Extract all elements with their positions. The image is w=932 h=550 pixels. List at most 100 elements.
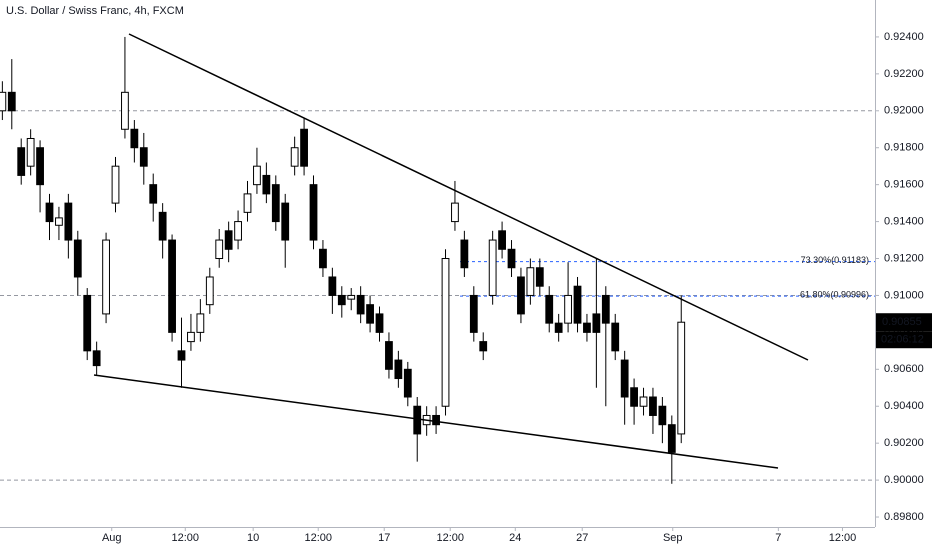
candle-body xyxy=(149,184,158,204)
candle-body xyxy=(45,202,54,223)
last-price-box xyxy=(876,313,932,332)
x-tick-label: 10 xyxy=(247,532,259,544)
candle-body xyxy=(667,424,676,453)
candle-body xyxy=(271,184,280,223)
candle-body xyxy=(7,91,16,112)
candle-body xyxy=(611,322,620,352)
candle-body xyxy=(554,322,563,333)
candle-body xyxy=(290,147,299,167)
candle-body xyxy=(394,359,403,380)
last-price-label: 0.90855 xyxy=(882,316,922,328)
candle-body xyxy=(498,230,506,250)
candle-body xyxy=(130,128,139,149)
candle-body xyxy=(168,239,176,333)
y-tick-label: 0.92400 xyxy=(884,31,924,43)
candle-body xyxy=(469,294,478,333)
y-tick-label: 0.90000 xyxy=(884,474,924,486)
price-lines: 73.30%(0.91183) 61.80%(0.90996) xyxy=(0,110,875,481)
candle-body xyxy=(187,331,195,343)
countdown-label: 02:06:12 xyxy=(881,334,924,346)
candle-body xyxy=(507,248,516,269)
candle-body xyxy=(347,294,356,300)
candle-body xyxy=(262,174,271,195)
candle-body xyxy=(281,202,290,241)
x-tick-label: 7 xyxy=(775,532,781,544)
candle-body xyxy=(73,239,82,278)
x-tick-label: 24 xyxy=(509,532,521,544)
candle-body xyxy=(121,91,129,130)
candle-body xyxy=(309,184,318,241)
candle-body xyxy=(83,294,92,352)
x-tick-label: 12:00 xyxy=(829,532,857,544)
x-tick-label: 27 xyxy=(576,532,588,544)
candle-body xyxy=(36,147,44,186)
candle-body xyxy=(366,304,374,324)
y-tick-label: 0.91200 xyxy=(884,252,924,264)
candle-body xyxy=(26,137,35,167)
candle-body xyxy=(215,239,224,260)
lower-trendline xyxy=(93,374,779,469)
candle-body xyxy=(620,359,629,398)
candle-body xyxy=(601,294,610,324)
candle-body xyxy=(385,341,393,370)
candle-body xyxy=(460,239,469,269)
candle-body xyxy=(139,147,148,167)
candle-body xyxy=(535,267,544,287)
candle-body xyxy=(564,294,572,324)
candle-body xyxy=(545,294,554,324)
y-tick-label: 0.90400 xyxy=(884,400,924,412)
candle-body xyxy=(517,276,525,315)
candle-body xyxy=(102,239,110,315)
candle-body xyxy=(300,128,308,167)
candle-body xyxy=(0,91,7,112)
candle-body xyxy=(375,313,384,333)
y-tick-label: 0.90200 xyxy=(884,437,924,449)
candle-body xyxy=(592,313,601,333)
candle-body xyxy=(432,414,440,426)
candle-body xyxy=(441,258,450,407)
candle-body xyxy=(205,276,214,306)
x-tick-label: 12:00 xyxy=(304,532,332,544)
y-tick-label: 0.90600 xyxy=(884,363,924,375)
candle-body xyxy=(319,248,327,269)
candle-body xyxy=(224,230,233,250)
candle-body xyxy=(403,368,412,398)
y-tick-label: 0.92000 xyxy=(884,105,924,117)
candle-body xyxy=(451,202,459,223)
candle-body xyxy=(196,313,205,333)
x-tick-label: 17 xyxy=(378,532,390,544)
candle-body xyxy=(488,239,497,296)
countdown-box xyxy=(876,331,932,349)
y-tick-label: 0.89800 xyxy=(884,511,924,523)
candle-body xyxy=(677,321,686,435)
candle-body xyxy=(17,147,26,176)
y-tick-label: 0.92200 xyxy=(884,68,924,80)
upper-trendline xyxy=(128,33,809,361)
fib-level-label: 73.30%(0.91183) xyxy=(801,255,869,265)
candle-body xyxy=(413,405,422,435)
candle-body xyxy=(573,285,582,324)
candle-body xyxy=(337,294,346,306)
candle-body xyxy=(177,350,186,361)
candle-body xyxy=(253,165,261,186)
candle-body xyxy=(583,322,591,333)
candle-body xyxy=(356,294,365,315)
candle-body xyxy=(92,350,101,367)
x-tick-label: 12:00 xyxy=(172,532,200,544)
candle-body xyxy=(526,267,535,296)
candle-body xyxy=(630,387,638,407)
candle-body xyxy=(158,211,167,241)
candle-body xyxy=(658,405,667,426)
x-tick-label: Sep xyxy=(663,532,683,544)
candle-body xyxy=(639,396,648,407)
y-tick-label: 0.91800 xyxy=(884,142,924,154)
candle-body xyxy=(243,193,252,213)
x-tick-label: 12:00 xyxy=(436,532,464,544)
chart-title: U.S. Dollar / Swiss Franc, 4h, FXCM xyxy=(6,5,184,17)
candles xyxy=(0,36,686,484)
y-tick-label: 0.91400 xyxy=(884,215,924,227)
y-tick-label: 0.91000 xyxy=(884,289,924,301)
candle-body xyxy=(328,276,337,296)
